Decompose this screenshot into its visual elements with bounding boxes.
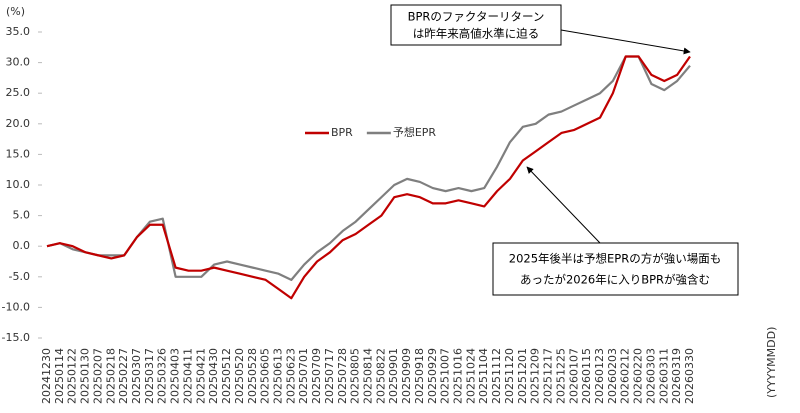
y-tick-label: 25.0 xyxy=(6,86,31,99)
x-tick-label: 20250326 xyxy=(156,348,169,404)
x-tick-label: 20260330 xyxy=(683,348,696,404)
x-tick-label: 20260115 xyxy=(580,348,593,404)
y-tick-label: -5.0 xyxy=(9,270,30,283)
x-tick-label: 20260311 xyxy=(657,348,670,404)
x-tick-label: 20251225 xyxy=(554,348,567,404)
y-tick-label: -15.0 xyxy=(2,331,30,344)
x-tick-label: 20250613 xyxy=(271,348,284,404)
annotation: は昨年来高値水準に迫る xyxy=(413,27,540,41)
x-tick-label: 20260212 xyxy=(619,348,632,404)
x-tick-label: 20250814 xyxy=(362,348,375,404)
annotation-box xyxy=(492,242,739,296)
x-tick-label: 20250207 xyxy=(91,348,104,404)
x-tick-label: 20250822 xyxy=(374,348,387,404)
x-tick-label: 20250317 xyxy=(143,348,156,404)
x-tick-label: 20250512 xyxy=(220,348,233,404)
x-tick-label: 20260123 xyxy=(593,348,606,404)
annotation: あったが2026年に入りBPRが強含む xyxy=(520,273,710,287)
x-tick-label: 20251217 xyxy=(542,348,555,404)
annotation-box xyxy=(390,4,562,46)
x-tick-label: 20250421 xyxy=(194,348,207,404)
y-tick-label: 10.0 xyxy=(6,178,31,191)
arrow xyxy=(560,29,691,55)
x-tick-label: 20250528 xyxy=(246,348,259,404)
x-tick-label: 20250122 xyxy=(66,348,79,404)
x-tick-label: 20250520 xyxy=(233,348,246,404)
y-tick-label: 5.0 xyxy=(13,209,31,222)
x-tick-label: 20250623 xyxy=(284,348,297,404)
y-tick-label: 0.0 xyxy=(13,239,31,252)
x-tick-label: 20260220 xyxy=(632,348,645,404)
x-tick-label: 20250909 xyxy=(400,348,413,404)
x-tick-label: 20250227 xyxy=(117,348,130,404)
x-tick-label: 20250728 xyxy=(336,348,349,404)
x-tick-label: 20260203 xyxy=(606,348,619,404)
x-tick-label: 20250709 xyxy=(310,348,323,404)
x-tick-label: 20260319 xyxy=(670,348,683,404)
x-unit: (YYYYMMDD) xyxy=(765,327,778,398)
annotation: 2025年後半は予想EPRの方が強い場面も xyxy=(509,252,721,266)
x-tick-label: 20250918 xyxy=(413,348,426,404)
x-tick-label: 20250114 xyxy=(53,348,66,404)
x-tick-label: 20250403 xyxy=(169,348,182,404)
x-tick-label: 20251104 xyxy=(477,348,490,404)
x-tick-label: 20251016 xyxy=(452,348,465,404)
x-tick-label: 20250218 xyxy=(104,348,117,404)
x-tick-label: 20251024 xyxy=(464,348,477,404)
arrow xyxy=(526,166,601,244)
y-tick-label: 35.0 xyxy=(6,25,31,38)
legend-label: 予想EPR xyxy=(393,125,437,139)
x-tick-label: 20250411 xyxy=(181,348,194,404)
x-tick-label: 20250717 xyxy=(323,348,336,404)
x-tick-label: 20251201 xyxy=(516,348,529,404)
annotation: BPRのファクターリターン xyxy=(408,10,545,24)
y-tick-label: -10.0 xyxy=(2,300,30,313)
line-series xyxy=(46,55,691,281)
x-tick-label: 20251120 xyxy=(503,348,516,404)
legend-label: BPR xyxy=(331,126,353,139)
line-series xyxy=(46,55,691,300)
x-tick-label: 20260107 xyxy=(567,348,580,404)
x-tick-label: 20250307 xyxy=(130,348,143,404)
y-tick-label: 30.0 xyxy=(6,56,31,69)
x-tick-label: 20250929 xyxy=(426,348,439,404)
x-tick-label: 20251209 xyxy=(529,348,542,404)
x-tick-label: 20250430 xyxy=(207,348,220,404)
x-tick-label: 20250130 xyxy=(79,348,92,404)
y-tick-label: 20.0 xyxy=(6,117,31,130)
x-tick-label: 20250805 xyxy=(349,348,362,404)
y-unit: (%) xyxy=(6,5,25,18)
x-tick-label: 20251007 xyxy=(439,348,452,404)
x-tick-label: 20251112 xyxy=(490,348,503,404)
y-tick-label: 15.0 xyxy=(6,147,31,160)
x-tick-label: 20250901 xyxy=(387,348,400,404)
x-tick-label: 20250605 xyxy=(259,348,272,404)
x-tick-label: 20260303 xyxy=(644,348,657,404)
x-tick-label: 20241230 xyxy=(40,348,53,404)
x-tick-label: 20250701 xyxy=(297,348,310,404)
